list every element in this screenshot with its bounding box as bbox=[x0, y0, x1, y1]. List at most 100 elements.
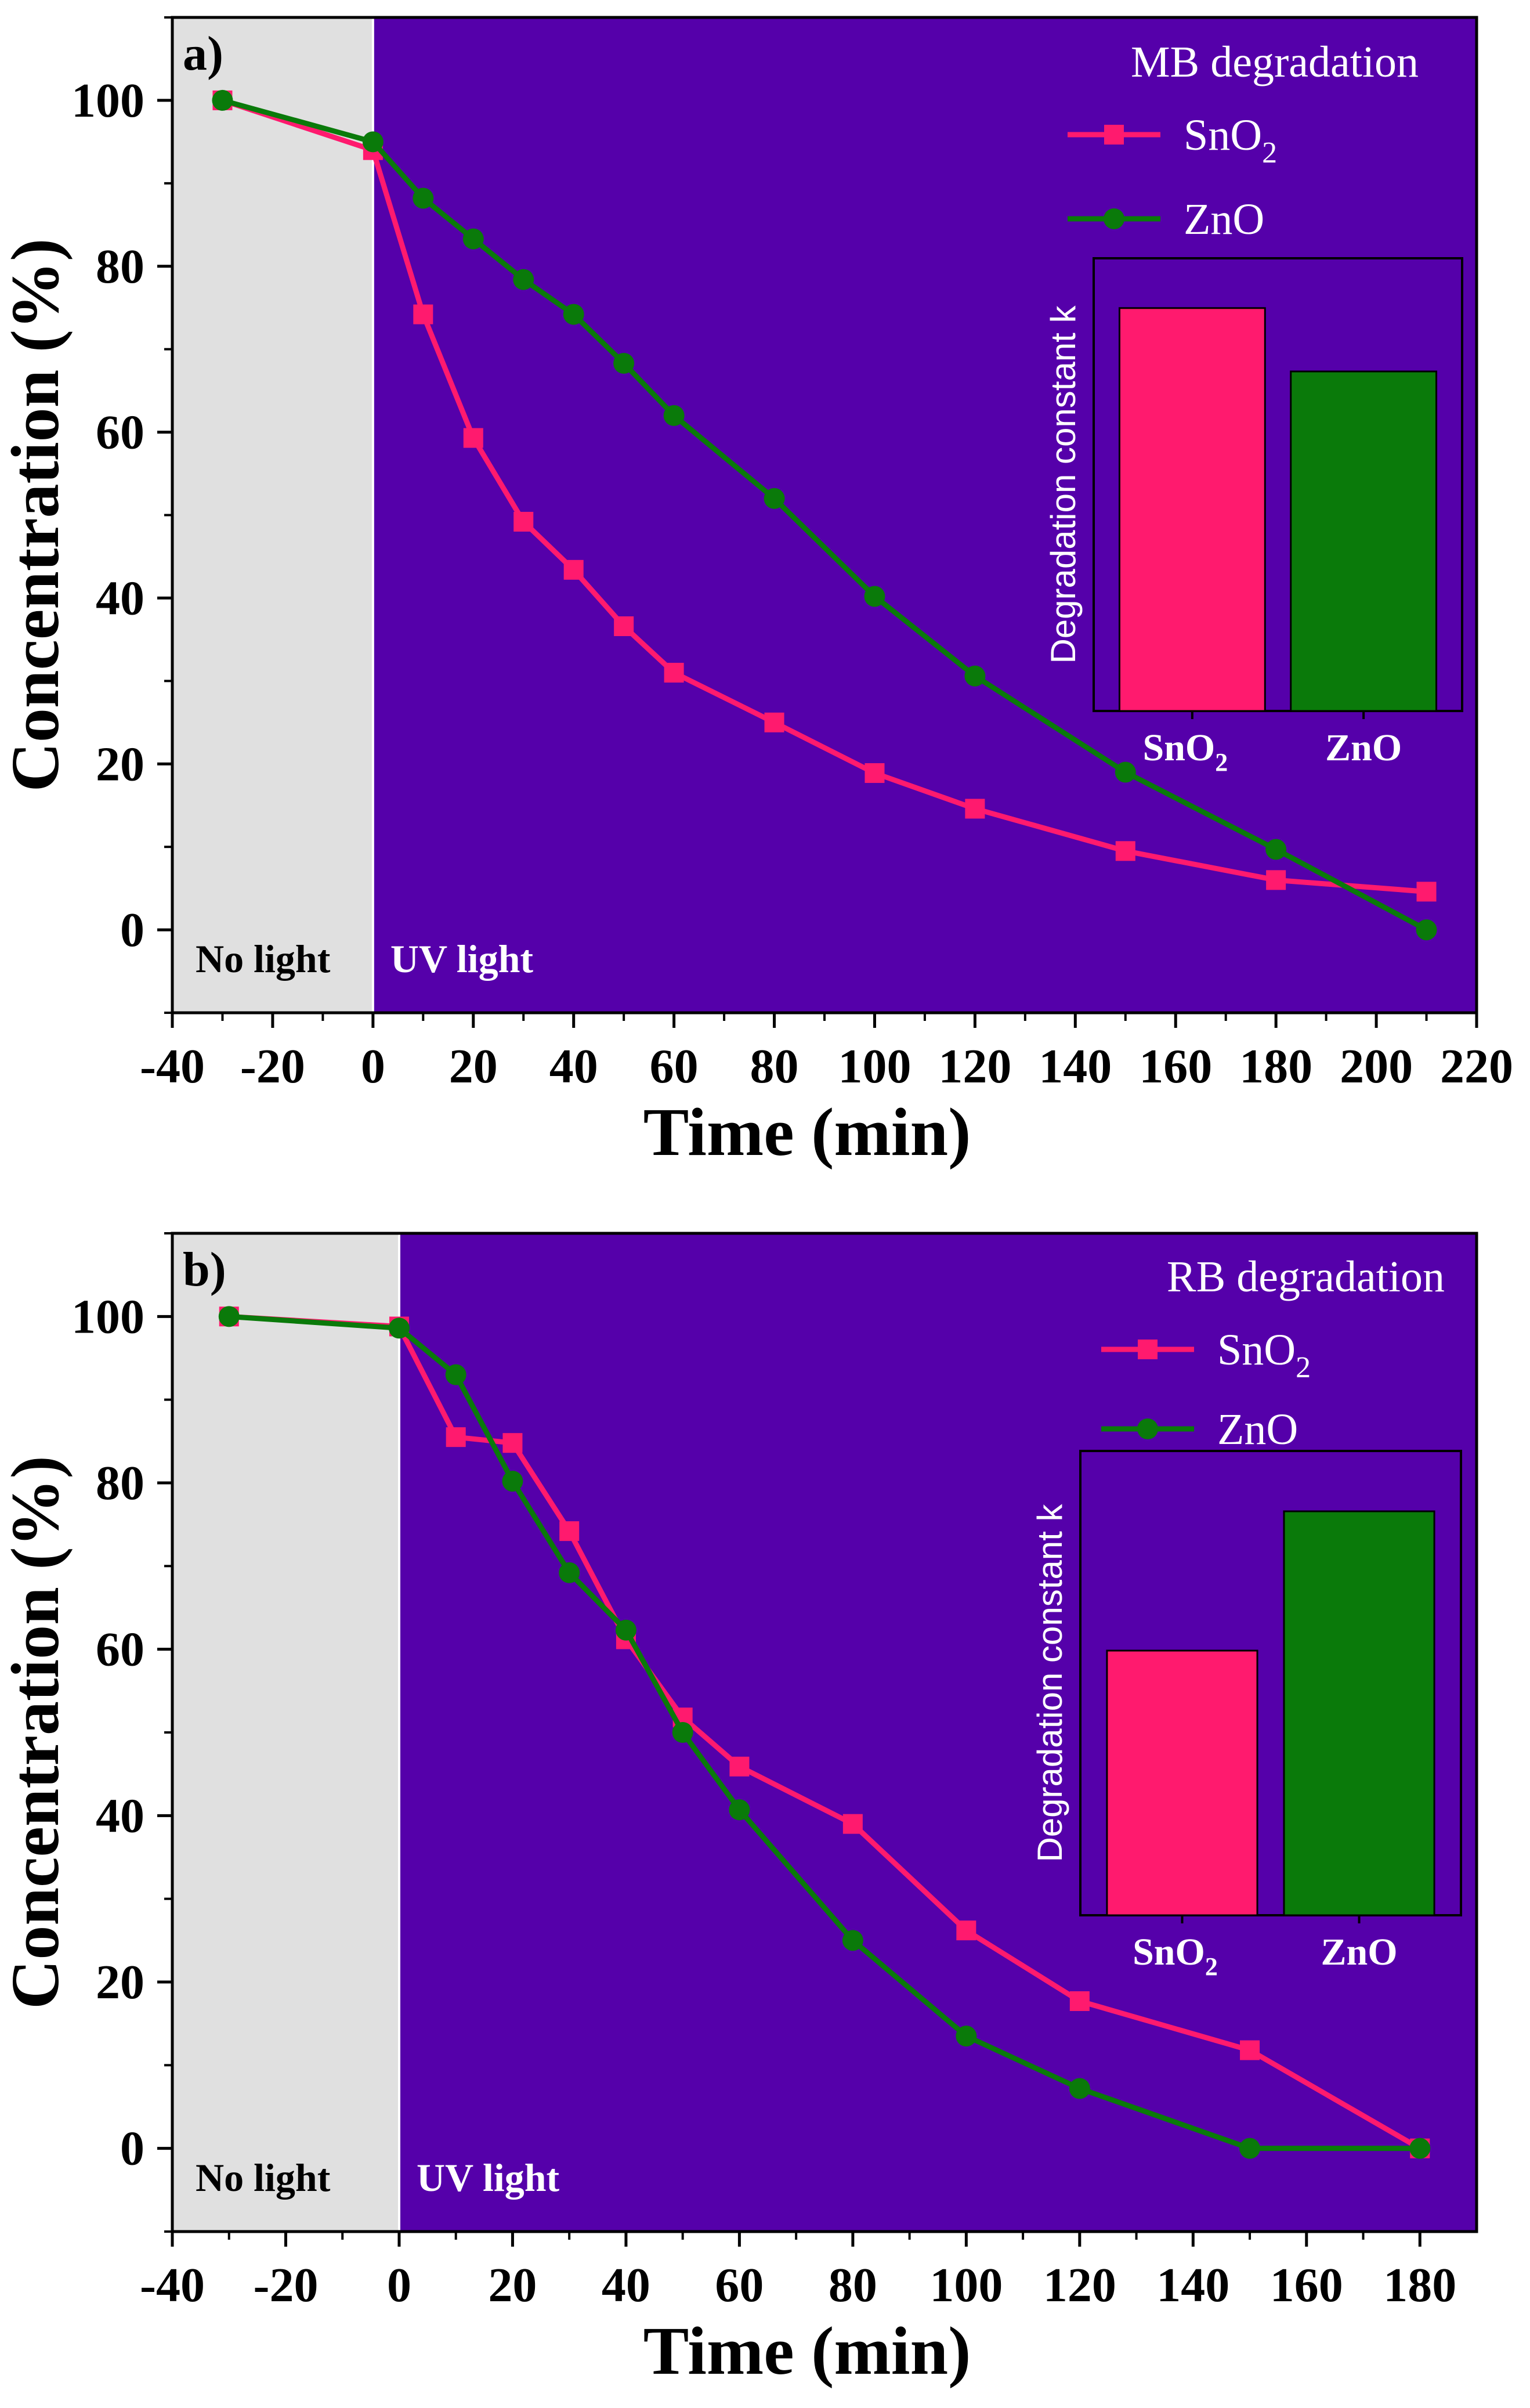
legend-marker-sno2 bbox=[1138, 1340, 1158, 1359]
data-point-zno bbox=[445, 1364, 466, 1385]
x-tick-label: 220 bbox=[1440, 1039, 1513, 1093]
data-point-sno2 bbox=[559, 1521, 580, 1541]
y-tick-label: 40 bbox=[96, 571, 144, 625]
y-axis-title: Concentration (%) bbox=[0, 239, 73, 792]
x-tick-label: 20 bbox=[488, 2258, 537, 2312]
x-tick-label: 180 bbox=[1239, 1039, 1312, 1093]
x-tick-label: 60 bbox=[650, 1039, 699, 1093]
no-light-label: No light bbox=[196, 937, 331, 981]
data-point-sno2 bbox=[965, 799, 985, 819]
x-axis-title: Time (min) bbox=[643, 1094, 971, 1170]
data-point-zno bbox=[956, 2026, 977, 2047]
no-light-region bbox=[172, 17, 373, 1013]
x-tick-label: 160 bbox=[1270, 2258, 1343, 2312]
data-point-zno bbox=[1416, 919, 1437, 941]
inset-category-label: SnO2 bbox=[1142, 727, 1228, 777]
uv-light-label: UV light bbox=[390, 937, 534, 981]
x-tick-label: 140 bbox=[1156, 2258, 1229, 2312]
data-point-sno2 bbox=[1115, 841, 1135, 861]
inset-bar-sno2 bbox=[1106, 1649, 1258, 1916]
x-tick-label: 120 bbox=[938, 1039, 1011, 1093]
data-point-zno bbox=[502, 1471, 523, 1492]
legend-label-zno: ZnO bbox=[1217, 1405, 1298, 1454]
x-tick-label: 80 bbox=[829, 2258, 877, 2312]
y-tick-label: 0 bbox=[120, 2122, 144, 2176]
data-point-zno bbox=[388, 1317, 410, 1339]
panel-b: No light UV light -40 -20 0 20 40 60 80 100 120 140… bbox=[0, 1232, 1478, 2389]
y-tick-label: 100 bbox=[71, 74, 144, 128]
y-tick-label: 80 bbox=[96, 1456, 144, 1510]
inset-bar-zno bbox=[1283, 1510, 1435, 1916]
x-tick-label: -20 bbox=[253, 2258, 318, 2312]
legend-label-sno2: SnO2 bbox=[1184, 111, 1277, 169]
inset-frame bbox=[1079, 1450, 1462, 1916]
series-line-zno bbox=[222, 98, 1428, 933]
data-point-zno bbox=[1265, 839, 1287, 860]
y-tick-label: 60 bbox=[96, 1623, 144, 1677]
no-light-region bbox=[172, 1233, 399, 2232]
data-point-zno bbox=[218, 1306, 240, 1327]
x-tick-label: 80 bbox=[750, 1039, 799, 1093]
data-point-sno2 bbox=[1240, 2040, 1260, 2060]
y-tick-label: 80 bbox=[96, 240, 144, 294]
legend-title: MB degradation bbox=[1131, 38, 1419, 86]
data-point-zno bbox=[1409, 2138, 1431, 2159]
data-point-sno2 bbox=[1416, 882, 1437, 902]
x-tick-label: 20 bbox=[449, 1039, 498, 1093]
x-tick-label: 40 bbox=[602, 2258, 650, 2312]
data-point-zno bbox=[462, 228, 484, 250]
data-point-sno2 bbox=[463, 428, 483, 448]
inset-y-axis-title: Degradation constant k bbox=[1030, 1503, 1069, 1862]
legend-title: RB degradation bbox=[1167, 1252, 1445, 1301]
legend-label-zno: ZnO bbox=[1184, 195, 1264, 244]
data-point-zno bbox=[764, 488, 785, 509]
legend-marker-sno2 bbox=[1104, 125, 1124, 145]
data-point-zno bbox=[362, 131, 384, 153]
y-tick-label: 60 bbox=[96, 406, 144, 460]
no-light-label: No light bbox=[196, 2156, 331, 2200]
uv-light-label: UV light bbox=[417, 2156, 560, 2200]
y-tick-label: 40 bbox=[96, 1789, 144, 1843]
inset-category-label: ZnO bbox=[1325, 727, 1402, 769]
x-tick-label: 40 bbox=[549, 1039, 598, 1093]
y-tick-label: 100 bbox=[71, 1290, 144, 1344]
x-tick-label: 200 bbox=[1340, 1039, 1413, 1093]
data-point-zno bbox=[729, 1799, 750, 1821]
legend-marker-zno bbox=[1137, 1418, 1158, 1439]
data-point-sno2 bbox=[502, 1433, 523, 1453]
x-tick-label: -40 bbox=[140, 1039, 205, 1093]
x-axis-title: Time (min) bbox=[643, 2313, 971, 2389]
data-point-sno2 bbox=[764, 712, 784, 732]
inset-category-label: ZnO bbox=[1321, 1931, 1397, 1973]
x-tick-label: 0 bbox=[387, 2258, 411, 2312]
data-point-sno2 bbox=[614, 616, 634, 637]
x-tick-label: -20 bbox=[240, 1039, 305, 1093]
data-point-zno bbox=[212, 89, 233, 111]
x-tick-label: 140 bbox=[1039, 1039, 1112, 1093]
data-point-sno2 bbox=[865, 763, 885, 783]
data-point-zno bbox=[964, 665, 986, 687]
x-tick-label: 160 bbox=[1139, 1039, 1212, 1093]
panel-label: b) bbox=[183, 1243, 226, 1297]
data-point-sno2 bbox=[664, 663, 684, 683]
inset-bar-chart: SnO2 ZnO Degradation constant k bbox=[1044, 257, 1463, 777]
data-point-sno2 bbox=[563, 559, 584, 580]
inset-bar-sno2 bbox=[1118, 307, 1266, 712]
data-point-zno bbox=[1069, 2078, 1090, 2099]
data-point-sno2 bbox=[1069, 1991, 1090, 2011]
data-point-zno bbox=[864, 586, 885, 607]
data-point-zno bbox=[663, 405, 685, 426]
y-tick-label: 0 bbox=[120, 903, 144, 957]
data-point-sno2 bbox=[729, 1756, 750, 1777]
data-point-sno2 bbox=[513, 511, 534, 532]
data-point-zno bbox=[513, 269, 534, 290]
data-point-zno bbox=[842, 1930, 863, 1951]
data-point-sno2 bbox=[956, 1920, 976, 1941]
panel-a: No light UV light -40 -20 0 20 40 60 80 100 120 140… bbox=[0, 16, 1513, 1170]
data-point-zno bbox=[613, 352, 635, 374]
data-point-zno bbox=[563, 304, 584, 325]
x-tick-label: 100 bbox=[929, 2258, 1003, 2312]
y-tick-label: 20 bbox=[96, 737, 144, 791]
x-tick-label: 60 bbox=[715, 2258, 764, 2312]
